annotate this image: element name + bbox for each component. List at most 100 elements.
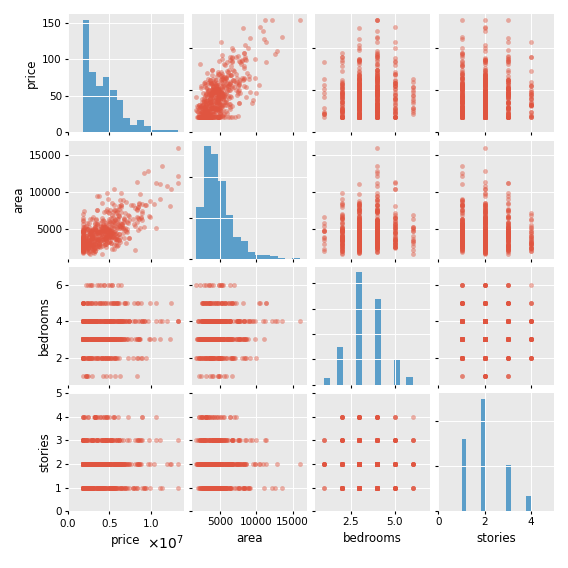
Point xyxy=(480,236,489,245)
Point xyxy=(226,483,235,492)
Point xyxy=(503,65,512,74)
Point xyxy=(355,460,364,469)
Point xyxy=(115,317,124,326)
Point xyxy=(89,335,98,344)
Point xyxy=(208,101,217,110)
Point xyxy=(100,236,109,245)
Point xyxy=(78,460,87,469)
Point xyxy=(201,103,210,112)
Point xyxy=(201,436,210,445)
Point xyxy=(480,77,489,86)
Point xyxy=(480,185,489,194)
Point xyxy=(480,240,489,249)
Point xyxy=(480,249,489,258)
Point xyxy=(480,221,489,230)
Point xyxy=(206,104,215,113)
Point xyxy=(102,436,111,445)
Point xyxy=(235,99,244,108)
Point xyxy=(211,317,220,326)
Point xyxy=(503,222,512,231)
Point xyxy=(457,317,466,326)
Point xyxy=(408,104,417,113)
Point xyxy=(408,98,417,107)
Point xyxy=(503,113,512,122)
Point xyxy=(97,460,106,469)
Point xyxy=(78,483,87,492)
Point xyxy=(480,107,489,116)
Point xyxy=(373,227,382,236)
Point xyxy=(480,211,489,220)
Point xyxy=(78,353,87,362)
Point xyxy=(101,460,110,469)
Point xyxy=(337,113,346,122)
Point xyxy=(355,215,364,224)
Point xyxy=(201,335,210,344)
Point xyxy=(203,335,212,344)
Point xyxy=(503,105,512,114)
Point xyxy=(114,229,123,238)
Point xyxy=(208,86,218,95)
Point xyxy=(78,460,87,469)
Point xyxy=(355,460,364,469)
Point xyxy=(503,15,512,24)
Point xyxy=(457,335,466,344)
Point xyxy=(355,460,364,469)
Point xyxy=(480,89,489,98)
Point xyxy=(202,460,211,469)
Point xyxy=(134,202,143,211)
Point xyxy=(101,460,110,469)
Point xyxy=(355,460,364,469)
Point xyxy=(208,371,218,381)
Point xyxy=(91,239,100,248)
Point xyxy=(355,113,364,122)
Point xyxy=(480,317,489,326)
Point xyxy=(457,353,466,362)
Point xyxy=(480,222,489,231)
Point xyxy=(373,226,382,235)
Point xyxy=(480,335,489,344)
Point xyxy=(228,76,237,85)
Point xyxy=(480,95,489,105)
Point xyxy=(355,99,364,108)
Point xyxy=(480,40,489,49)
Point xyxy=(81,335,90,344)
Point xyxy=(130,317,139,326)
Point xyxy=(97,335,106,344)
Point xyxy=(457,109,466,118)
Point xyxy=(99,222,108,231)
Point xyxy=(355,460,364,469)
Point xyxy=(196,335,205,344)
Point xyxy=(480,73,489,82)
Point xyxy=(109,483,118,492)
Point xyxy=(355,412,364,421)
Point xyxy=(204,86,213,95)
Point xyxy=(480,228,489,237)
Point xyxy=(480,113,489,122)
Point xyxy=(480,100,489,109)
Point xyxy=(209,460,218,469)
Point xyxy=(373,228,382,237)
Point xyxy=(480,81,489,90)
Point xyxy=(78,460,87,469)
Point xyxy=(480,371,489,381)
Point xyxy=(212,317,222,326)
Point xyxy=(457,353,466,362)
Point xyxy=(110,229,119,238)
Point xyxy=(503,229,512,238)
Point xyxy=(373,60,382,69)
Point xyxy=(457,239,466,248)
Point xyxy=(503,92,512,101)
Point xyxy=(480,185,489,194)
Point xyxy=(457,103,466,112)
Point xyxy=(89,317,98,326)
Point xyxy=(355,436,364,445)
Point xyxy=(86,335,95,344)
Point xyxy=(78,232,87,241)
Point xyxy=(199,335,208,344)
Point xyxy=(207,335,216,344)
Point xyxy=(503,281,512,290)
Point xyxy=(201,353,210,362)
Point xyxy=(480,81,489,90)
Point xyxy=(92,228,101,237)
Point xyxy=(480,87,489,97)
